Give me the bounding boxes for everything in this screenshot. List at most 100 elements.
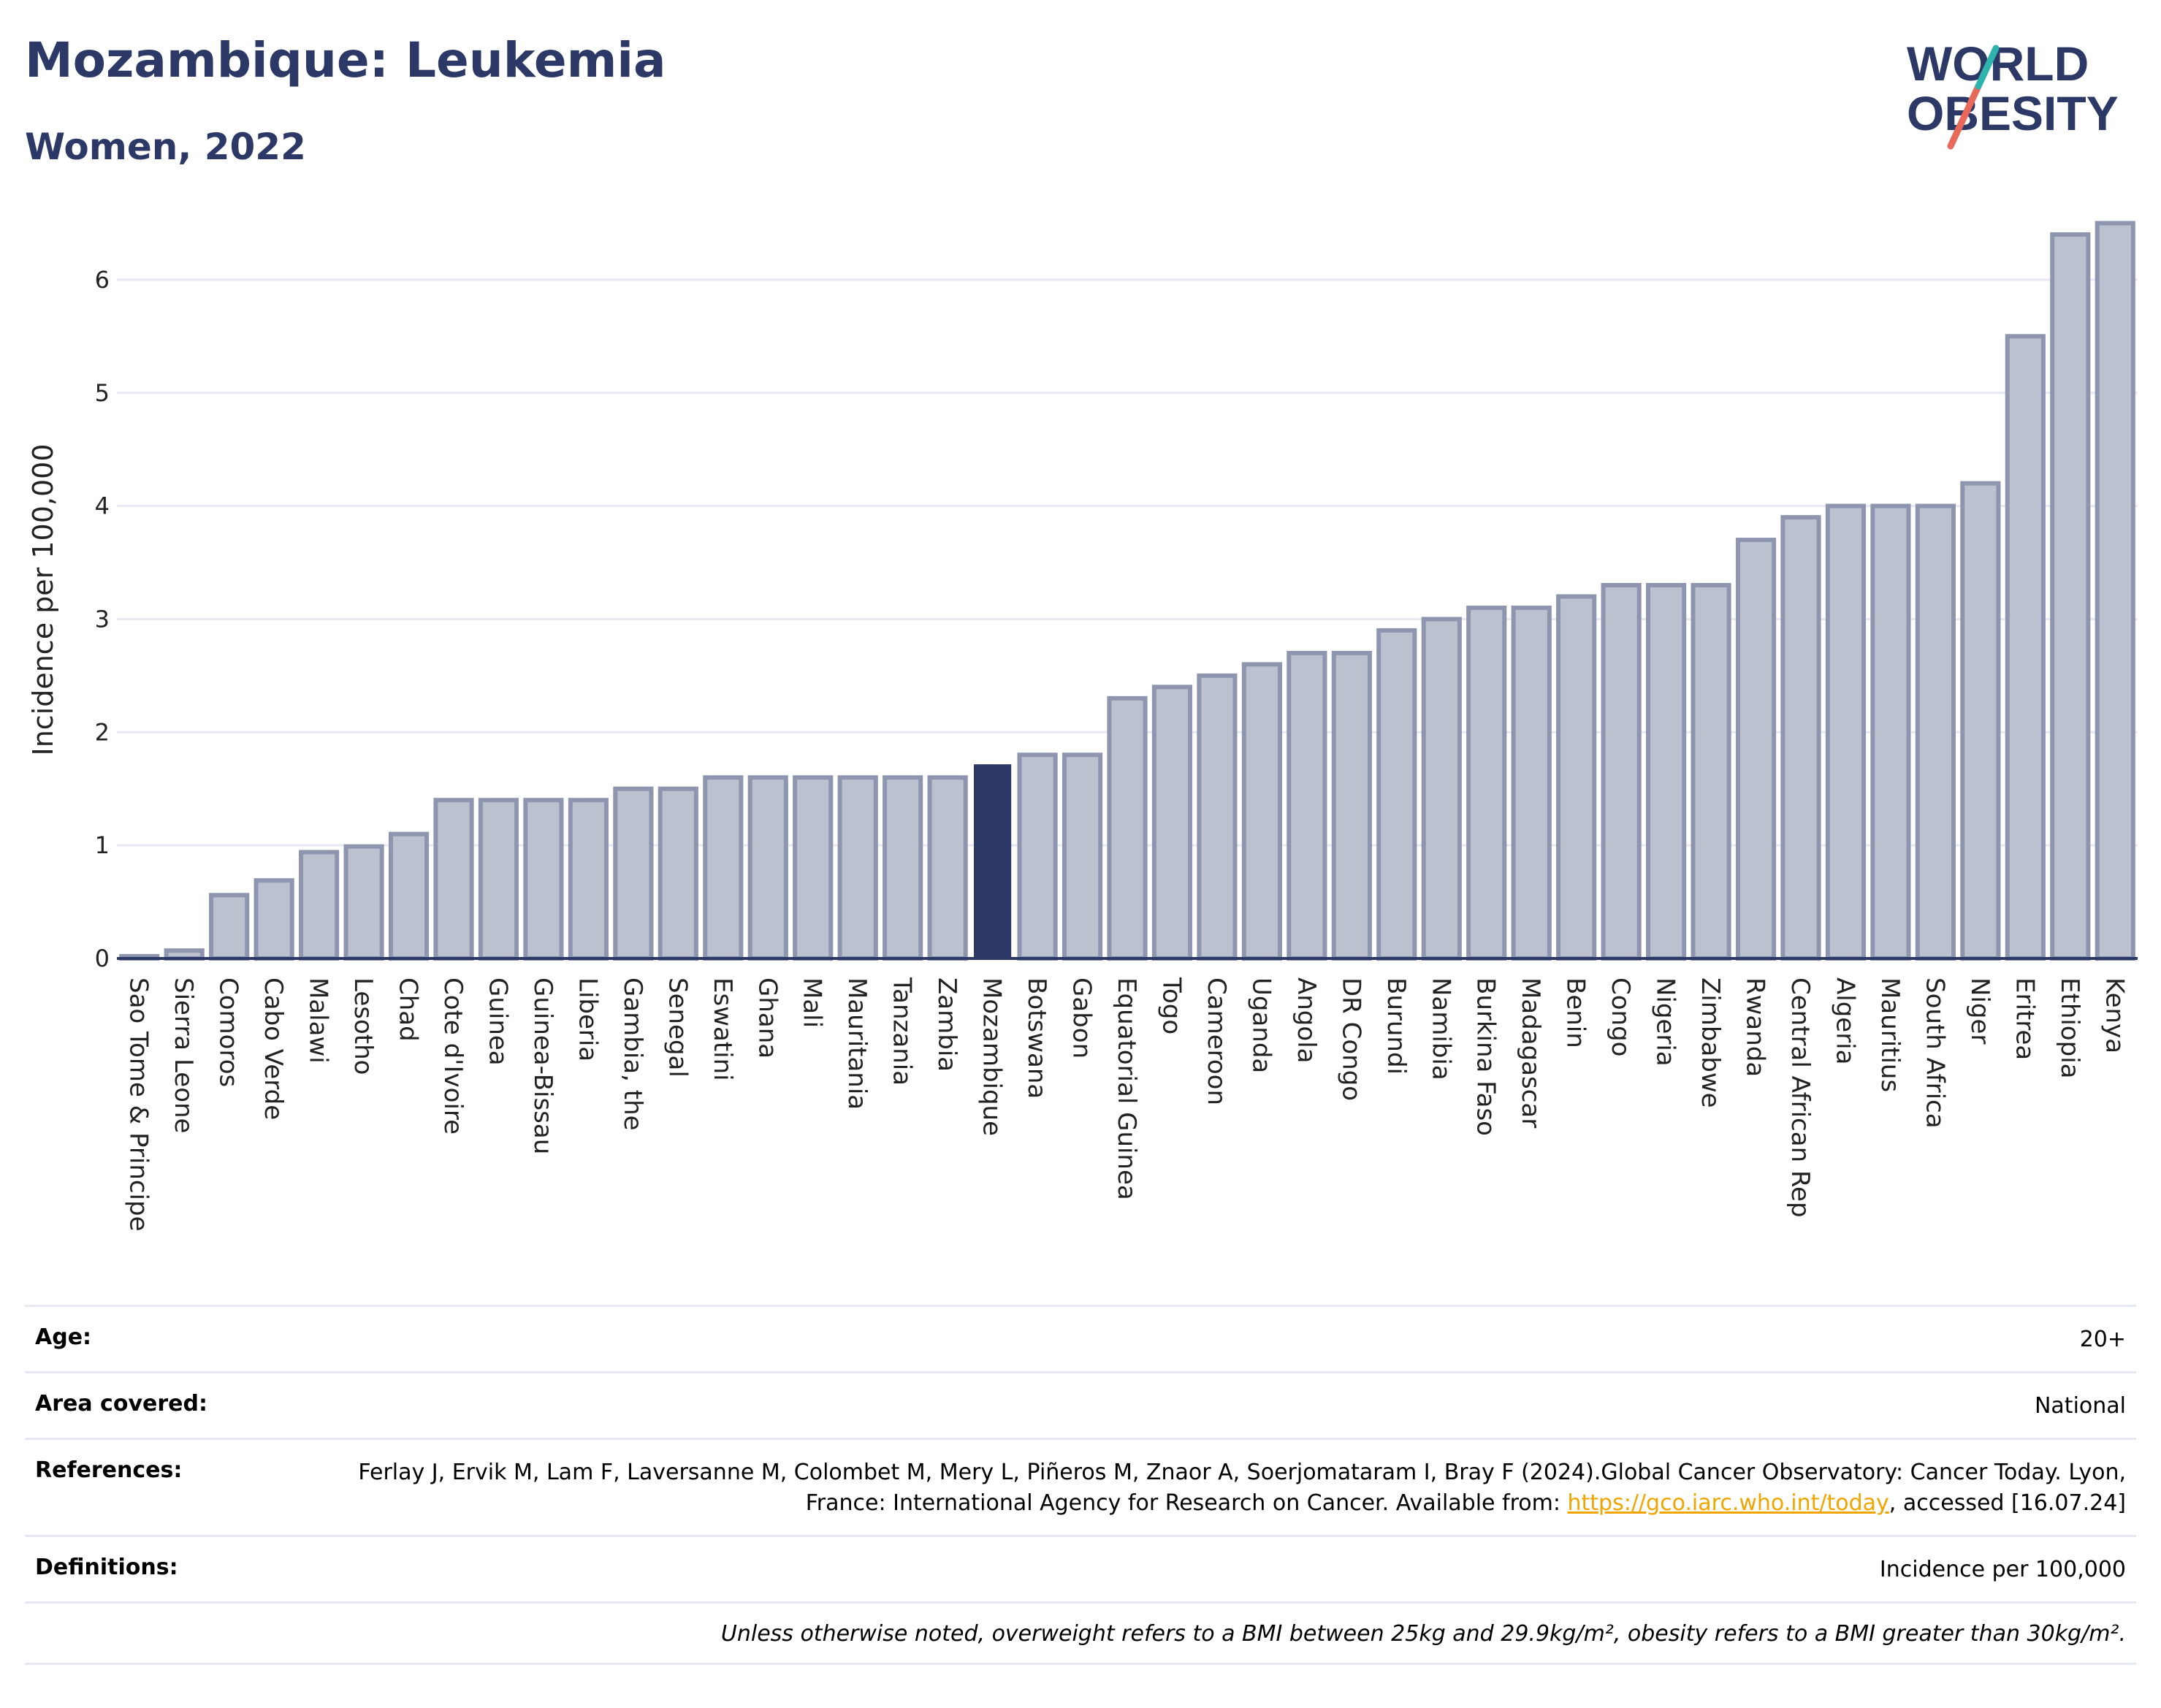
- logo-line1: WORLD: [1907, 37, 2089, 91]
- x-tick-label: DR Congo: [1336, 977, 1365, 1101]
- world-obesity-logo: WORLD OBESITY: [1907, 37, 2119, 150]
- bmi-note: Unless otherwise noted, overweight refer…: [720, 1621, 2126, 1647]
- bar: [433, 798, 474, 961]
- x-tick-label: Tanzania: [888, 977, 917, 1086]
- bar: [1735, 538, 1777, 961]
- page-title: Mozambique: Leukemia: [25, 32, 666, 88]
- x-tick-label: Burkina Faso: [1471, 977, 1501, 1136]
- bar: [1107, 695, 1148, 961]
- x-tick-label: Kenya: [2100, 977, 2129, 1053]
- info-row-note: Unless otherwise noted, overweight refer…: [25, 1601, 2136, 1665]
- x-tick-label: Malawi: [304, 977, 333, 1064]
- references-link[interactable]: https://gco.iarc.who.int/today: [1567, 1490, 1889, 1516]
- bar: [1331, 650, 1372, 961]
- x-tick-label: South Africa: [1920, 977, 1949, 1129]
- y-tick-label: 3: [95, 605, 110, 633]
- x-tick-label: Eswatini: [708, 977, 737, 1081]
- bar: [1376, 628, 1417, 961]
- logo-slash-teal: [1975, 45, 2000, 90]
- x-tick-label: Nigeria: [1651, 977, 1680, 1067]
- info-row-area: Area covered: National: [25, 1371, 2136, 1438]
- bar: [1556, 594, 1597, 961]
- x-tick-label: Sierra Leone: [169, 977, 198, 1133]
- bar: [478, 798, 519, 961]
- bar: [2005, 334, 2046, 961]
- info-row-definitions: Definitions: Incidence per 100,000: [25, 1535, 2136, 1601]
- bar: [927, 775, 968, 961]
- bar: [1646, 583, 1687, 961]
- y-tick-label: 0: [95, 945, 110, 972]
- bar: [1466, 605, 1507, 961]
- x-tick-label: Rwanda: [1741, 977, 1770, 1077]
- x-tick-label: Ghana: [752, 977, 782, 1059]
- area-value: National: [2034, 1393, 2126, 1419]
- x-tick-label: Sao Tome & Principe: [124, 977, 153, 1232]
- bar: [1511, 605, 1552, 961]
- bar: [1601, 583, 1642, 961]
- x-tick-label: Cameroon: [1202, 977, 1231, 1105]
- logo-line2: OBESITY: [1907, 86, 2119, 140]
- bar: [209, 893, 250, 961]
- bar: [568, 798, 609, 961]
- bar: [2095, 221, 2135, 961]
- x-tick-label: Zimbabwe: [1696, 977, 1725, 1108]
- x-tick-label: Botswana: [1022, 977, 1051, 1099]
- x-tick-label: Mali: [798, 977, 827, 1028]
- x-tick-label: Senegal: [663, 977, 692, 1078]
- x-tick-label: Ethiopia: [2055, 977, 2084, 1078]
- page-subtitle: Women, 2022: [25, 126, 306, 168]
- bar: [1287, 650, 1327, 961]
- y-tick-label: 1: [95, 831, 110, 859]
- bar-chart: 0 1 2 3 4 5 6 Incidence per 100,000 Sao Tome & P…: [27, 221, 2138, 1232]
- x-tick-label: Angola: [1292, 977, 1321, 1063]
- y-tick-label: 4: [95, 492, 110, 520]
- bar: [254, 878, 294, 961]
- info-table: Age: 20+ Area covered: National Referenc…: [25, 1305, 2136, 1665]
- logo-slash-red: [1947, 83, 1982, 150]
- bar: [1197, 673, 1238, 961]
- x-tick-label: Cabo Verde: [259, 977, 288, 1120]
- bar: [1825, 503, 1867, 961]
- age-value: 20+: [2079, 1327, 2126, 1352]
- x-tick-label: Uganda: [1246, 977, 1276, 1073]
- x-tick-label: Mauritius: [1875, 977, 1905, 1092]
- bar: [1421, 617, 1462, 961]
- references-label: References:: [35, 1457, 183, 1483]
- bar: [523, 798, 564, 961]
- references-tail: , accessed [16.07.24]: [1889, 1490, 2126, 1516]
- x-tick-label: Guinea-Bissau: [528, 977, 557, 1154]
- y-tick-label: 6: [95, 266, 110, 294]
- bar: [837, 775, 878, 961]
- x-tick-label: Congo: [1606, 977, 1635, 1056]
- x-tick-label: Central African Rep: [1785, 977, 1815, 1218]
- bar: [1017, 752, 1058, 961]
- bar: [1691, 583, 1731, 961]
- x-tick-label: Cote d'Ivoire: [438, 977, 468, 1135]
- x-tick-label: Namibia: [1426, 977, 1455, 1080]
- y-axis-label: Incidence per 100,000: [27, 443, 59, 755]
- x-tick-label: Chad: [394, 977, 423, 1042]
- info-row-age: Age: 20+: [25, 1305, 2136, 1371]
- info-row-references: References: Ferlay J, Ervik M, Lam F, La…: [25, 1438, 2136, 1535]
- x-tick-label: Benin: [1561, 977, 1590, 1048]
- definitions-value: Incidence per 100,000: [1879, 1557, 2126, 1582]
- bar: [1915, 503, 1956, 961]
- bar: [747, 775, 788, 961]
- x-tick-label: Mauritania: [842, 977, 872, 1110]
- bar: [1780, 515, 1821, 961]
- definitions-label: Definitions:: [35, 1555, 178, 1580]
- bar: [613, 786, 654, 961]
- x-tick-label: Algeria: [1830, 977, 1859, 1064]
- x-tick-label: Madagascar: [1516, 977, 1545, 1128]
- bar: [1241, 662, 1282, 961]
- bar: [1062, 752, 1103, 961]
- bar: [658, 786, 698, 961]
- y-tick-label: 5: [95, 379, 110, 407]
- x-tick-label: Gabon: [1067, 977, 1097, 1059]
- bar: [1151, 685, 1193, 961]
- x-tick-label: Burundi: [1381, 977, 1411, 1075]
- x-tick-label: Liberia: [573, 977, 602, 1061]
- references-text: Ferlay J, Ervik M, Lam F, Laversanne M, …: [358, 1460, 2126, 1516]
- bar: [703, 775, 744, 961]
- bar-highlight: [974, 764, 1012, 960]
